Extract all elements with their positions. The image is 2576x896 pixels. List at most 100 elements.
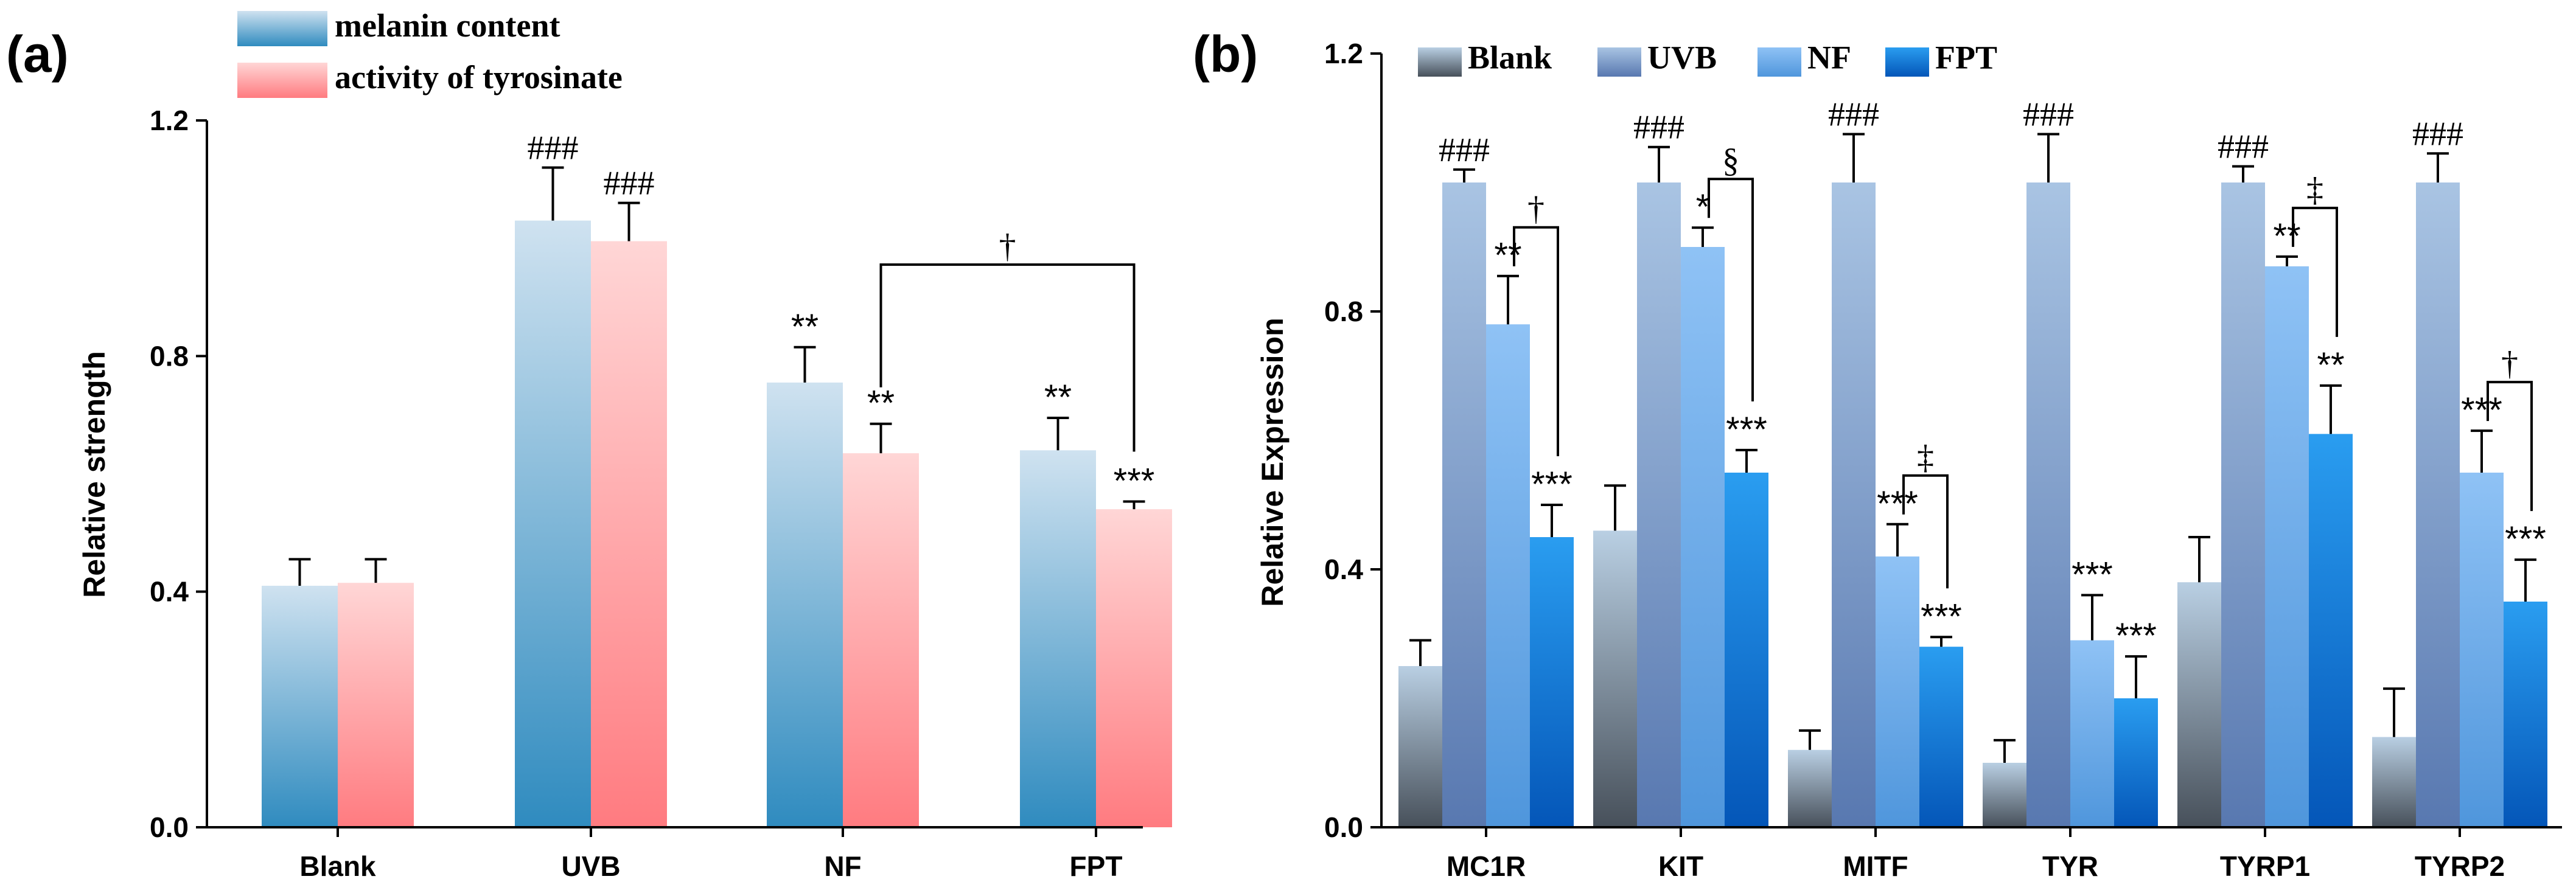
legend-swatch	[1757, 47, 1801, 77]
significance-label: ###	[1633, 109, 1684, 147]
y-tick-label: 0.8	[150, 340, 189, 372]
significance-label: **	[867, 384, 895, 423]
error-bar	[2276, 255, 2298, 266]
comparison-bracket	[1513, 226, 1559, 456]
error-bar	[1047, 417, 1069, 451]
error-bar	[618, 201, 640, 241]
significance-label: ###	[2023, 96, 2074, 134]
error-bar	[542, 166, 564, 221]
error-bar	[2427, 152, 2449, 182]
error-bar	[1648, 145, 1670, 182]
panel-b-bars: ###### ### ###### ###**********************…	[1398, 96, 2547, 827]
bar-fpt-tyr	[2114, 698, 2158, 827]
bar-uvb-kit	[1637, 182, 1681, 827]
y-tick-label: 0.4	[150, 576, 189, 608]
bar-uvb-tyrp1	[2221, 182, 2265, 827]
y-tick-label: 0.0	[1324, 811, 1363, 843]
panel-a-y-axis-title: Relative strength	[77, 351, 111, 598]
error-bar	[1497, 274, 1519, 325]
legend-label: FPT	[1935, 40, 1997, 76]
x-tick-label: FPT	[1070, 850, 1123, 882]
error-bar	[2037, 133, 2059, 182]
bar-nf-mitf	[1876, 556, 1919, 827]
significance-label: **	[2273, 217, 2300, 256]
bar-uvb-mitf	[1832, 182, 1876, 827]
error-bar	[365, 558, 387, 583]
panel-a-bars: ###****###*****†	[262, 129, 1172, 828]
significance-label: **	[1044, 378, 1072, 417]
error-bar	[1123, 500, 1145, 510]
significance-label: **	[1494, 236, 1521, 276]
bar-activity-of-tyrosinate-uvb	[591, 241, 667, 828]
comparison-bracket	[1902, 474, 1949, 589]
bar-nf-tyr	[2070, 640, 2114, 827]
significance-label: **	[791, 307, 819, 347]
panel-a-chart: (a) melanin content activity of tyrosinat…	[6, 7, 1172, 882]
legend-label: melanin content	[335, 7, 560, 44]
comparison-bracket	[879, 263, 1136, 452]
bar-melanin-content-uvb	[515, 220, 591, 827]
legend-label: activity of tyrosinate	[335, 59, 623, 96]
error-bar	[1604, 484, 1626, 531]
error-bar	[1736, 448, 1757, 473]
y-tick-label: 1.2	[150, 105, 189, 136]
error-bar	[288, 558, 311, 586]
bar-fpt-tyrp2	[2504, 602, 2547, 827]
significance-label: ###	[1439, 131, 1490, 169]
legend-swatch	[1885, 47, 1929, 77]
comparison-bracket	[2487, 381, 2533, 512]
comparison-bracket	[1708, 178, 1754, 401]
x-tick-label: TYRP1	[2220, 850, 2310, 882]
comparison-bracket	[2292, 206, 2338, 337]
panel-a-label: (a)	[6, 26, 69, 83]
bar-fpt-mc1r	[1530, 537, 1574, 827]
legend-swatch	[1418, 47, 1462, 77]
bar-blank-tyrp1	[2177, 582, 2221, 827]
error-bar	[2125, 655, 2147, 698]
panel-b-chart: (b) Blank UVB NF FPT Relative Expression ##…	[1193, 26, 2562, 882]
error-bar	[2320, 384, 2342, 434]
error-bar	[2188, 536, 2210, 583]
panel-b-label: (b)	[1193, 26, 1258, 83]
bar-uvb-tyr	[2026, 182, 2070, 827]
bar-nf-tyrp2	[2460, 473, 2504, 827]
bar-uvb-tyrp2	[2416, 182, 2460, 827]
legend-label: UVB	[1647, 40, 1717, 76]
x-tick-label: UVB	[561, 850, 620, 882]
legend-swatch	[1597, 47, 1641, 77]
bar-blank-tyr	[1983, 763, 2026, 827]
error-bar	[1453, 168, 1475, 182]
panel-a-axes: 0.0 0.4 0.8 1.2 Blank UVB NF FPT	[150, 105, 1143, 882]
significance-label: ***	[1877, 484, 1918, 524]
error-bar	[1887, 523, 1908, 557]
error-bar	[1692, 226, 1714, 247]
bar-melanin-content-blank	[262, 585, 338, 827]
bar-nf-tyrp1	[2265, 266, 2309, 827]
error-bar	[1409, 639, 1431, 666]
significance-label: ###	[604, 165, 655, 203]
y-tick-label: 0.0	[150, 811, 189, 843]
bar-melanin-content-fpt	[1020, 450, 1096, 827]
legend-label: NF	[1807, 40, 1851, 76]
significance-label: ***	[2461, 391, 2502, 430]
bar-activity-of-tyrosinate-blank	[338, 583, 414, 827]
x-tick-label: Blank	[299, 850, 376, 882]
error-bar	[1994, 738, 2016, 763]
significance-label: ***	[2115, 616, 2157, 656]
legend-swatch	[237, 63, 327, 98]
bar-fpt-tyrp1	[2309, 434, 2353, 827]
significance-label: ***	[1114, 462, 1155, 501]
error-bar	[2515, 558, 2536, 602]
x-tick-label: KIT	[1658, 850, 1703, 882]
bar-blank-tyrp2	[2372, 737, 2416, 827]
significance-label: ***	[1921, 597, 1962, 636]
significance-label: **	[2317, 346, 2344, 385]
significance-label: ***	[1531, 465, 1572, 504]
bracket-symbol: †	[999, 227, 1016, 265]
bar-activity-of-tyrosinate-nf	[843, 453, 919, 827]
significance-label: ###	[2218, 128, 2269, 166]
bar-melanin-content-nf	[767, 382, 843, 827]
panel-b-axes: 0.0 0.4 0.8 1.2 MC1R KIT MITF TYR TYRP1 TYRP2	[1324, 38, 2562, 882]
significance-label: ***	[1726, 410, 1767, 450]
